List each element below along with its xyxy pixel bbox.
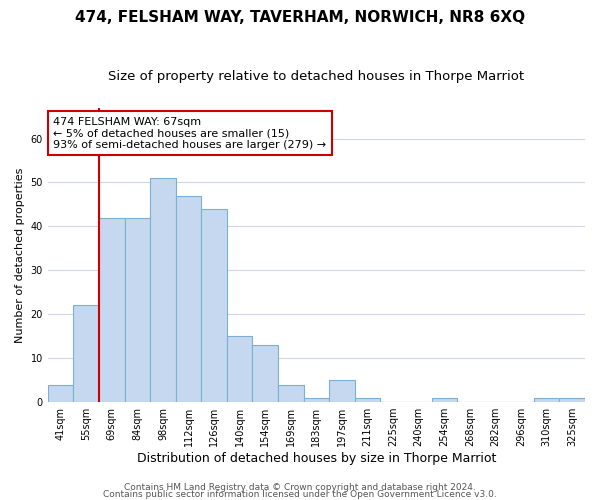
Text: Contains public sector information licensed under the Open Government Licence v3: Contains public sector information licen…: [103, 490, 497, 499]
Text: 474 FELSHAM WAY: 67sqm
← 5% of detached houses are smaller (15)
93% of semi-deta: 474 FELSHAM WAY: 67sqm ← 5% of detached …: [53, 116, 326, 150]
Bar: [227, 336, 253, 402]
Text: Contains HM Land Registry data © Crown copyright and database right 2024.: Contains HM Land Registry data © Crown c…: [124, 484, 476, 492]
Bar: [534, 398, 559, 402]
Bar: [355, 398, 380, 402]
Text: 474, FELSHAM WAY, TAVERHAM, NORWICH, NR8 6XQ: 474, FELSHAM WAY, TAVERHAM, NORWICH, NR8…: [75, 10, 525, 25]
Y-axis label: Number of detached properties: Number of detached properties: [15, 167, 25, 342]
Bar: [253, 345, 278, 402]
Bar: [73, 306, 99, 402]
Bar: [125, 218, 150, 402]
X-axis label: Distribution of detached houses by size in Thorpe Marriot: Distribution of detached houses by size …: [137, 452, 496, 465]
Bar: [329, 380, 355, 402]
Bar: [150, 178, 176, 402]
Bar: [201, 209, 227, 402]
Bar: [278, 384, 304, 402]
Bar: [431, 398, 457, 402]
Bar: [304, 398, 329, 402]
Bar: [559, 398, 585, 402]
Bar: [48, 384, 73, 402]
Bar: [99, 218, 125, 402]
Bar: [176, 196, 201, 402]
Title: Size of property relative to detached houses in Thorpe Marriot: Size of property relative to detached ho…: [109, 70, 524, 83]
